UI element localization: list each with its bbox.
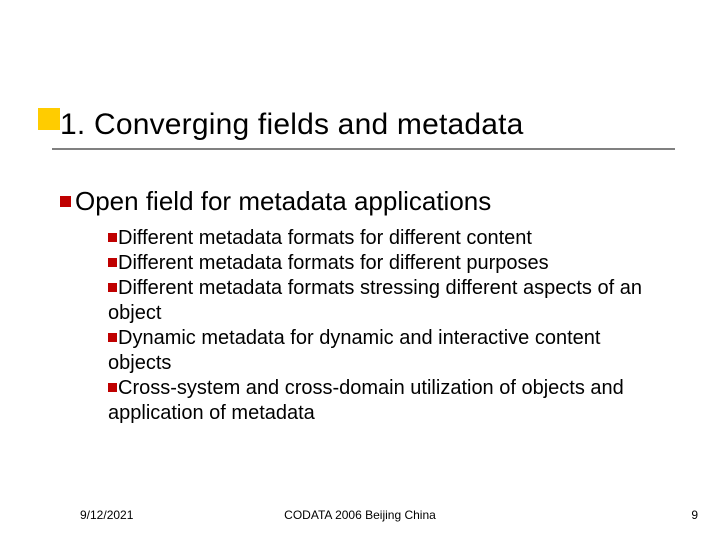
level1-text: Open field for metadata applications: [75, 186, 491, 217]
level2-text: Different metadata formats stressing dif…: [108, 277, 642, 324]
square-bullet-icon: [60, 196, 71, 207]
level2-text: Different metadata formats for different…: [118, 227, 532, 249]
footer-page-number: 9: [691, 508, 698, 522]
slide-title: 1. Converging fields and metadata: [60, 108, 524, 142]
level2-text: Different metadata formats for different…: [118, 252, 549, 274]
title-underline: [52, 148, 675, 150]
title-accent-square: [38, 108, 60, 130]
square-bullet-icon: [108, 383, 117, 392]
slide-footer: 9/12/2021 CODATA 2006 Beijing China 9: [0, 508, 720, 522]
slide: 1. Converging fields and metadata Open f…: [0, 0, 720, 540]
level2-list: Different metadata formats for different…: [108, 226, 660, 426]
level1-item: Open field for metadata applications: [60, 186, 491, 217]
square-bullet-icon: [108, 283, 117, 292]
square-bullet-icon: [108, 233, 117, 242]
level2-text: Dynamic metadata for dynamic and interac…: [108, 327, 600, 374]
footer-date: 9/12/2021: [80, 508, 133, 522]
footer-center: CODATA 2006 Beijing China: [284, 508, 436, 522]
square-bullet-icon: [108, 258, 117, 267]
level2-text: Cross-system and cross-domain utilizatio…: [108, 377, 624, 424]
square-bullet-icon: [108, 333, 117, 342]
